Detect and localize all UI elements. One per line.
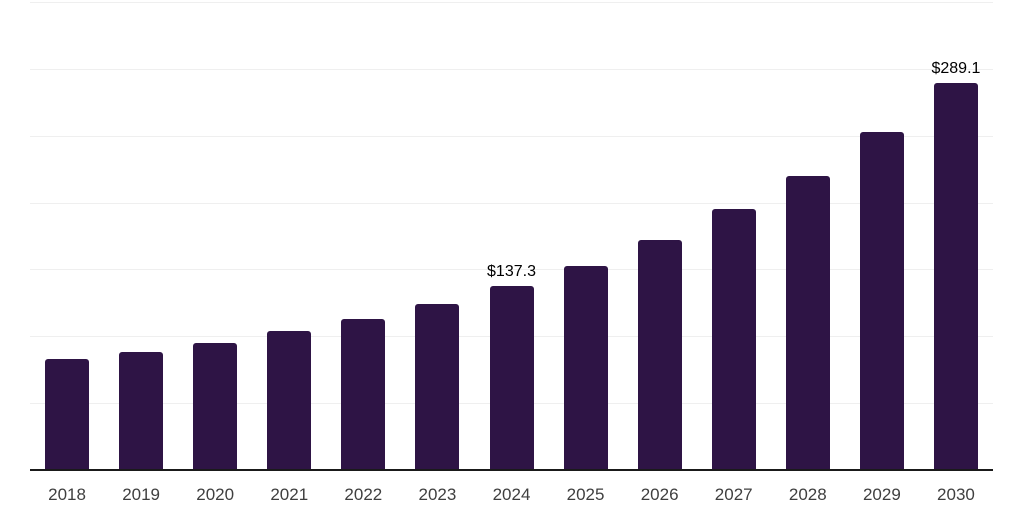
bar-2027 — [711, 209, 756, 470]
bar-value-label-2030: $289.1 — [931, 60, 981, 78]
x-axis: 2018 2019 2020 2021 2022 2023 2024 2025 2026 2027… — [0, 484, 1024, 506]
plot-area: $137.3 $289.1 — [30, 2, 993, 470]
x-tick-2024: 2024 — [492, 485, 531, 504]
bar-2024 — [489, 286, 534, 470]
x-tick-2019: 2019 — [122, 485, 161, 504]
gridline-150 — [30, 269, 993, 271]
bar-2019 — [119, 351, 164, 470]
bar-2022 — [341, 318, 386, 470]
bar-2028 — [785, 175, 830, 470]
x-tick-2020: 2020 — [196, 485, 235, 504]
bar-2025 — [563, 265, 608, 470]
x-tick-2027: 2027 — [714, 485, 753, 504]
x-tick-2030: 2030 — [937, 485, 975, 504]
bar-2021 — [267, 331, 312, 470]
x-tick-2023: 2023 — [418, 485, 457, 504]
x-tick-2028: 2028 — [788, 485, 827, 504]
bar-2023 — [415, 303, 460, 470]
bar-2026 — [637, 240, 682, 470]
gridline-250 — [30, 135, 993, 137]
x-tick-2018: 2018 — [48, 485, 86, 504]
x-tick-2022: 2022 — [344, 485, 383, 504]
gridline-300 — [30, 68, 993, 70]
bar-2029 — [859, 131, 904, 470]
x-tick-2025: 2025 — [566, 485, 605, 504]
bar-value-label-2024: $137.3 — [487, 263, 536, 281]
bar-2020 — [193, 342, 238, 470]
x-tick-2026: 2026 — [640, 485, 679, 504]
gridline-200 — [30, 202, 993, 204]
gridline-350 — [30, 2, 993, 3]
bar-2018 — [45, 359, 90, 470]
x-tick-2029: 2029 — [862, 485, 901, 504]
x-tick-2021: 2021 — [270, 485, 309, 504]
x-axis-line — [30, 469, 993, 471]
bar-2030 — [933, 83, 978, 470]
